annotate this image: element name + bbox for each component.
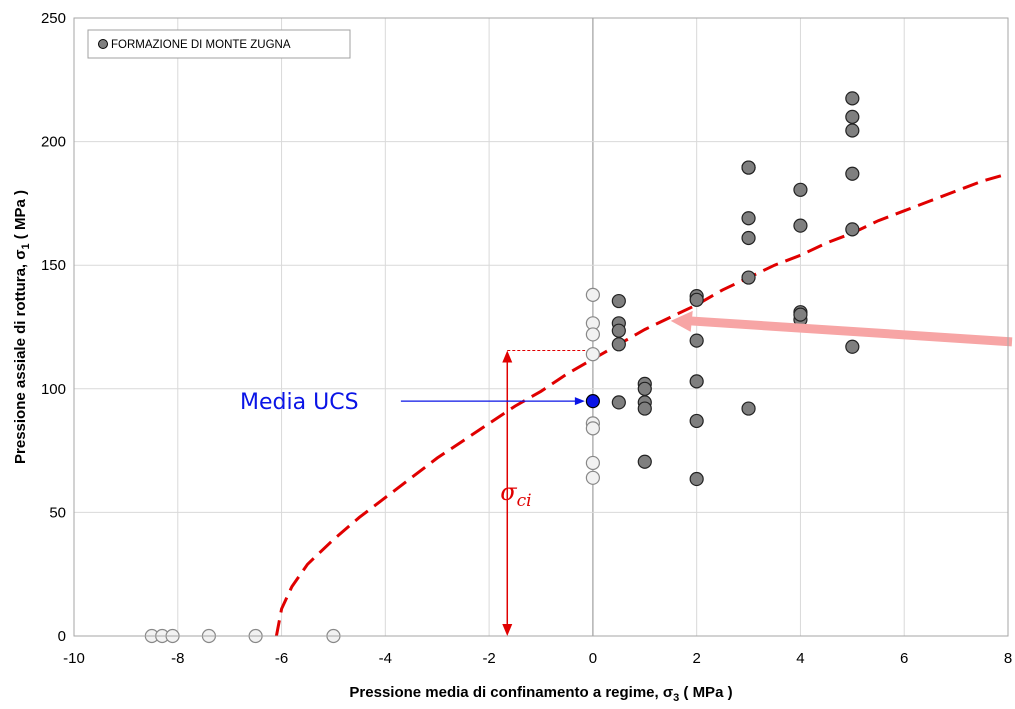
data-point [793, 218, 808, 233]
x-axis-title-unit: ( MPa ) [679, 684, 732, 701]
x-axis-title: Pressione media di confinamento a regime… [349, 684, 732, 704]
x-tick-label: -4 [379, 650, 392, 667]
sigma-ci-label: σci [500, 478, 531, 511]
y-axis-title-main: Pressione assiale di rottura, σ [12, 249, 29, 464]
data-point [611, 337, 626, 352]
y-axis-title-unit: ( MPa ) [12, 190, 29, 243]
data-point [637, 454, 652, 469]
data-point [741, 270, 756, 285]
data-point [689, 471, 704, 487]
y-tick-label: 100 [41, 381, 66, 398]
y-tick-label: 250 [41, 10, 66, 27]
data-point [689, 413, 704, 429]
sigma-ci-arrowhead-up [502, 350, 513, 363]
data-point-light [585, 470, 600, 485]
data-point [637, 401, 652, 416]
data-point [845, 123, 860, 138]
highlight-arrowhead [670, 310, 693, 332]
data-point-light [585, 327, 600, 342]
data-point [793, 307, 808, 322]
highlight-arrow [670, 310, 1013, 347]
data-point-light [585, 287, 600, 302]
x-axis-title-sub: 3 [673, 692, 679, 704]
legend-box [87, 29, 351, 59]
sigma-ci-symbol: σ [500, 478, 517, 506]
legend-label: FORMAZIONE DI MONTE ZUGNA [111, 39, 291, 51]
y-tick-label: 50 [49, 504, 66, 521]
y-tick-label: 0 [58, 628, 66, 645]
x-tick-label: 8 [1004, 650, 1012, 667]
x-tick-label: 2 [692, 650, 700, 667]
data-point [845, 339, 860, 354]
data-point [845, 166, 860, 181]
highlight-arrow-shaft [688, 316, 1013, 347]
data-point [741, 211, 756, 226]
ucs-point [585, 394, 600, 409]
ucs-annotation: Media UCS [240, 390, 600, 415]
legend: FORMAZIONE DI MONTE ZUGNA [87, 29, 351, 59]
data-point [845, 91, 860, 106]
y-tick-label: 150 [41, 257, 66, 274]
plot-background [74, 18, 1008, 636]
ucs-label: Media UCS [240, 390, 358, 415]
x-tick-label: -2 [482, 650, 495, 667]
data-point [611, 293, 626, 309]
x-tick-label: 4 [796, 650, 804, 667]
data-point [741, 401, 756, 416]
y-axis-title-sub: 1 [20, 243, 32, 249]
data-point [845, 109, 860, 124]
data-point [637, 381, 652, 396]
x-tick-label: -8 [171, 650, 184, 667]
plot-frame [73, 17, 1009, 637]
sigma-ci-annotation: σci [500, 349, 586, 636]
x-tick-label: 0 [589, 650, 597, 667]
x-axis-title-main: Pressione media di confinamento a regime… [349, 684, 673, 701]
data-point [845, 222, 860, 237]
data-point [741, 230, 756, 246]
y-axis-title: Pressione assiale di rottura, σ1 ( MPa ) [12, 190, 32, 464]
data-point-light [585, 347, 600, 362]
axes: -10 -8 -6 -4 -2 0 2 4 6 8 0 50 100 150 200 250 [41, 10, 1012, 667]
sigma-ci-arrowhead-down [502, 624, 513, 636]
data-point [741, 160, 756, 175]
ucs-arrowhead [574, 397, 585, 406]
data-point [689, 374, 704, 389]
x-tick-label: -10 [63, 650, 85, 667]
x-tick-label: 6 [900, 650, 908, 667]
legend-marker [98, 39, 108, 49]
data-point [689, 333, 704, 348]
sigma-ci-subscript: ci [517, 491, 532, 511]
data-point-light [585, 421, 600, 436]
y-tick-label: 200 [41, 134, 66, 151]
data-point [611, 323, 626, 338]
data-point [611, 395, 626, 410]
data-point [793, 182, 808, 197]
x-tick-label: -6 [275, 650, 288, 667]
data-point-light [585, 455, 600, 471]
data-point [689, 292, 704, 307]
